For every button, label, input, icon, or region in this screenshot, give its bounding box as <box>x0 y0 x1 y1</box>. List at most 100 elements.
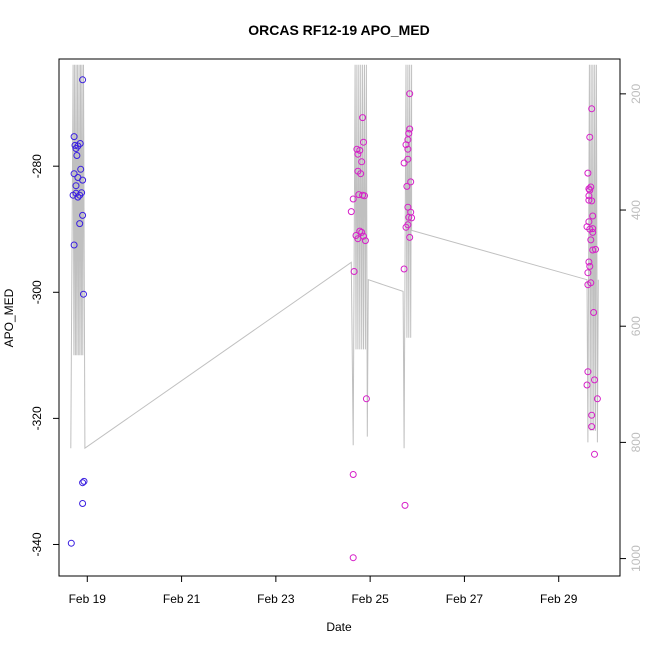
point-s1-30 <box>406 90 414 98</box>
point-s1-32 <box>407 178 415 186</box>
altitude-trace <box>70 64 599 450</box>
point-s0-21 <box>79 479 87 487</box>
y-tick-label-1: -320 <box>30 406 44 430</box>
point-s1-45 <box>588 197 596 205</box>
point-s1-62 <box>588 411 596 419</box>
point-s1-7 <box>354 150 362 158</box>
plot-frame <box>58 58 621 577</box>
altitude-line <box>70 64 599 450</box>
point-s1-72 <box>584 281 592 289</box>
point-s1-61 <box>584 368 592 376</box>
point-s1-67 <box>589 225 597 233</box>
point-s1-18 <box>358 228 366 236</box>
right-tick-label-1: 400 <box>629 200 643 220</box>
point-s1-57 <box>585 185 593 193</box>
point-s1-51 <box>589 246 597 254</box>
y-tick-label-3: -280 <box>30 154 44 178</box>
point-s0-0 <box>70 133 78 141</box>
point-s1-63 <box>593 395 601 403</box>
point-s0-18 <box>76 220 84 228</box>
point-s1-21 <box>354 235 362 243</box>
y-tick-label-2: -300 <box>30 280 44 304</box>
point-s0-20 <box>80 290 87 298</box>
x-tick-label-5: Feb 29 <box>540 592 578 606</box>
x-tick-label-0: Feb 19 <box>69 592 107 606</box>
point-s1-52 <box>585 258 593 266</box>
y-axis-label: APO_MED <box>2 288 16 347</box>
y-axis-right: 200 400 600 800 1000 <box>620 84 643 572</box>
point-s1-1 <box>347 208 355 216</box>
point-s1-53 <box>584 269 592 277</box>
point-s1-17 <box>356 227 364 235</box>
x-tick-label-4: Feb 27 <box>446 592 484 606</box>
x-tick-label-2: Feb 23 <box>257 592 295 606</box>
point-s0-17 <box>79 211 87 219</box>
point-s1-58 <box>589 228 597 236</box>
point-s1-64 <box>591 376 598 384</box>
point-s1-44 <box>586 186 594 194</box>
right-tick-label-3: 800 <box>629 432 643 452</box>
point-s1-8 <box>356 146 364 154</box>
point-s1-26 <box>406 125 414 133</box>
right-tick-label-2: 600 <box>629 316 643 336</box>
point-s0-16 <box>78 189 86 197</box>
right-tick-label-0: 200 <box>629 84 643 104</box>
point-s0-23 <box>79 500 87 507</box>
x-axis: Feb 19 Feb 21 Feb 23 Feb 25 Feb 27 Feb 29 <box>69 576 578 606</box>
x-tick-label-3: Feb 25 <box>351 592 389 606</box>
data-points <box>67 76 601 562</box>
point-s1-50 <box>587 236 595 244</box>
point-s1-4 <box>349 471 357 478</box>
point-s1-40 <box>400 265 408 273</box>
point-s0-10 <box>77 165 85 173</box>
point-s0-19 <box>70 241 78 249</box>
point-s1-10 <box>360 138 367 146</box>
point-s1-56 <box>588 105 596 113</box>
point-s1-13 <box>357 170 365 178</box>
point-s0-5 <box>76 140 84 147</box>
point-s1-29 <box>404 155 412 163</box>
point-s1-27 <box>405 129 413 137</box>
point-s1-66 <box>587 183 595 191</box>
point-s1-42 <box>584 169 592 177</box>
point-s1-70 <box>588 423 596 431</box>
point-s1-5 <box>349 554 357 562</box>
point-s1-55 <box>586 133 594 141</box>
point-s1-22 <box>362 395 370 403</box>
point-s1-68 <box>590 309 598 316</box>
x-axis-label: Date <box>326 620 352 634</box>
x-tick-label-1: Feb 21 <box>163 592 201 606</box>
point-s1-23 <box>400 159 408 167</box>
point-s1-20 <box>361 237 369 245</box>
point-s1-41 <box>401 501 409 509</box>
point-s1-46 <box>589 212 597 220</box>
point-s1-0 <box>349 195 357 203</box>
chart-title: ORCAS RF12-19 APO_MED <box>248 22 430 38</box>
point-s1-11 <box>359 114 367 122</box>
point-s1-69 <box>591 450 598 458</box>
point-s0-14 <box>74 193 82 201</box>
point-s1-59 <box>592 245 599 253</box>
point-s1-19 <box>360 232 367 240</box>
point-s1-35 <box>405 213 413 221</box>
point-s0-22 <box>80 477 88 485</box>
point-s1-60 <box>583 381 591 389</box>
point-s1-65 <box>585 196 593 204</box>
point-s1-28 <box>404 145 412 153</box>
point-s1-16 <box>361 192 368 200</box>
y-axis: -340 -320 -300 -280 <box>30 154 59 556</box>
point-s1-36 <box>408 214 416 222</box>
point-s0-11 <box>79 176 87 184</box>
point-s0-8 <box>72 182 80 190</box>
point-s1-38 <box>402 223 410 231</box>
point-s0-6 <box>79 76 87 84</box>
point-s0-7 <box>70 170 78 178</box>
point-s0-3 <box>73 152 81 159</box>
point-s1-9 <box>358 158 366 166</box>
point-s1-31 <box>403 182 411 190</box>
point-s0-24 <box>67 539 75 547</box>
right-tick-label-4: 1000 <box>629 545 643 572</box>
point-s1-39 <box>406 233 414 241</box>
point-s1-71 <box>586 262 594 270</box>
